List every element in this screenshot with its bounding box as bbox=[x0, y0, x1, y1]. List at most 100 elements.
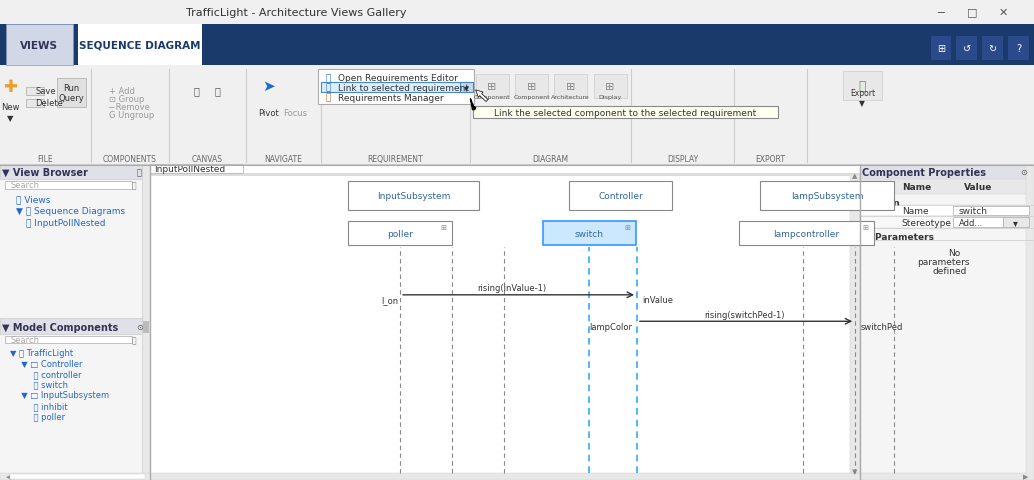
Text: ↺: ↺ bbox=[963, 44, 971, 54]
Text: ◀ Parameters: ◀ Parameters bbox=[865, 232, 935, 241]
Text: rising(inValue-1): rising(inValue-1) bbox=[478, 284, 546, 292]
Text: Controller: Controller bbox=[598, 192, 643, 200]
Text: ⊞: ⊞ bbox=[526, 82, 537, 91]
Text: ✕: ✕ bbox=[998, 8, 1008, 17]
Bar bbox=[739, 222, 874, 246]
Bar bbox=[843, 72, 882, 101]
Text: lampcontroller: lampcontroller bbox=[773, 229, 840, 238]
Bar bbox=[473, 107, 778, 119]
Bar bbox=[26, 87, 44, 96]
Bar bbox=[851, 197, 859, 206]
Text: lampSubsystem: lampSubsystem bbox=[791, 192, 863, 200]
Text: + Add: + Add bbox=[109, 87, 134, 96]
Text: ▼ □ InputSubsystem: ▼ □ InputSubsystem bbox=[16, 391, 109, 399]
Text: ⊞: ⊞ bbox=[487, 82, 497, 91]
Bar bbox=[1026, 166, 1034, 480]
Text: 🔗: 🔗 bbox=[326, 84, 331, 92]
Text: defined: defined bbox=[933, 266, 967, 275]
Text: ⊡ Group: ⊡ Group bbox=[109, 95, 144, 104]
Text: ─: ─ bbox=[938, 8, 944, 17]
Text: NAVIGATE: NAVIGATE bbox=[265, 155, 302, 164]
Text: Focus: Focus bbox=[282, 108, 307, 117]
Bar bbox=[1008, 37, 1029, 61]
Bar bbox=[860, 180, 1034, 194]
Bar bbox=[26, 99, 44, 108]
Text: 🔍: 🔍 bbox=[132, 336, 136, 344]
Text: DISPLAY: DISPLAY bbox=[667, 155, 698, 164]
Text: Stereotype: Stereotype bbox=[902, 218, 951, 227]
Bar bbox=[6, 25, 73, 66]
Text: 📄 InputPollNested: 📄 InputPollNested bbox=[26, 219, 105, 228]
Text: 🖼 Views: 🖼 Views bbox=[16, 195, 50, 204]
Bar bbox=[5, 181, 132, 189]
Text: ─ Remove: ─ Remove bbox=[109, 103, 150, 112]
Text: COMPONENTS: COMPONENTS bbox=[102, 155, 157, 164]
Text: Architecture: Architecture bbox=[551, 95, 590, 99]
Text: parameters: parameters bbox=[917, 258, 970, 266]
Text: switch: switch bbox=[575, 229, 604, 238]
Text: Search: Search bbox=[10, 336, 39, 344]
Bar bbox=[931, 37, 951, 61]
Text: ◀ Main: ◀ Main bbox=[865, 198, 901, 207]
Text: Value: Value bbox=[964, 183, 992, 192]
Text: 📊: 📊 bbox=[326, 94, 331, 102]
Bar bbox=[0, 66, 1034, 162]
Text: switch: switch bbox=[959, 207, 987, 216]
Text: No: No bbox=[948, 249, 961, 258]
Text: ▼ Model Components: ▼ Model Components bbox=[2, 322, 118, 332]
Bar bbox=[554, 74, 587, 98]
Bar bbox=[0, 25, 1034, 66]
Bar bbox=[321, 83, 470, 93]
Bar bbox=[860, 217, 1034, 228]
Bar bbox=[860, 164, 1034, 180]
Text: ⊞: ⊞ bbox=[937, 44, 945, 54]
Text: 📄 inhibit: 📄 inhibit bbox=[23, 401, 67, 410]
Text: ⊞: ⊞ bbox=[566, 82, 576, 91]
Text: ⊙: ⊙ bbox=[1021, 168, 1027, 177]
Bar bbox=[956, 37, 977, 61]
Text: ▼: ▼ bbox=[852, 468, 858, 474]
Text: ▼ □ Controller: ▼ □ Controller bbox=[16, 359, 82, 368]
Text: Export
▼: Export ▼ bbox=[850, 89, 875, 108]
Bar bbox=[10, 474, 145, 479]
Bar bbox=[594, 74, 627, 98]
Text: ⊞: ⊞ bbox=[440, 225, 447, 230]
Text: 🔲 switch: 🔲 switch bbox=[23, 380, 68, 389]
Bar bbox=[142, 166, 150, 480]
Bar bbox=[321, 73, 470, 83]
Text: 🌿: 🌿 bbox=[858, 80, 866, 93]
Bar bbox=[150, 174, 860, 176]
Text: ▼ 🔲 TrafficLight: ▼ 🔲 TrafficLight bbox=[10, 348, 73, 357]
Text: SEQUENCE DIAGRAM: SEQUENCE DIAGRAM bbox=[79, 41, 201, 50]
Bar bbox=[0, 66, 1034, 162]
Text: ▼ View Browser: ▼ View Browser bbox=[2, 168, 88, 177]
Text: □: □ bbox=[967, 8, 977, 17]
Bar bbox=[953, 206, 1029, 216]
Text: New
▼: New ▼ bbox=[1, 103, 20, 122]
Text: poller: poller bbox=[387, 229, 414, 238]
Text: 🔲 poller: 🔲 poller bbox=[23, 412, 65, 420]
Text: Link to selected requirement: Link to selected requirement bbox=[338, 84, 469, 92]
Bar bbox=[0, 319, 150, 335]
Text: inValue: inValue bbox=[642, 296, 673, 304]
Bar bbox=[78, 25, 202, 66]
Bar bbox=[982, 37, 1003, 61]
Bar bbox=[150, 166, 860, 480]
Text: G Ungroup: G Ungroup bbox=[109, 111, 154, 120]
Text: REQUIREMENT: REQUIREMENT bbox=[368, 155, 423, 164]
Bar bbox=[760, 181, 894, 210]
Text: Name: Name bbox=[902, 183, 931, 192]
Text: 📋: 📋 bbox=[326, 74, 331, 83]
Bar bbox=[348, 222, 452, 246]
Text: InputSubsystem: InputSubsystem bbox=[377, 192, 450, 200]
Bar bbox=[348, 181, 479, 210]
Text: ↻: ↻ bbox=[989, 44, 997, 54]
Bar bbox=[143, 322, 149, 334]
Text: VIEWS: VIEWS bbox=[21, 41, 58, 50]
Bar bbox=[0, 66, 1034, 166]
Text: 🔍: 🔍 bbox=[193, 86, 200, 96]
Text: Requirements Manager: Requirements Manager bbox=[338, 94, 444, 102]
Text: Link the selected component to the selected requirement: Link the selected component to the selec… bbox=[494, 108, 756, 117]
Text: Component Properties: Component Properties bbox=[862, 168, 986, 177]
Bar bbox=[5, 336, 132, 344]
